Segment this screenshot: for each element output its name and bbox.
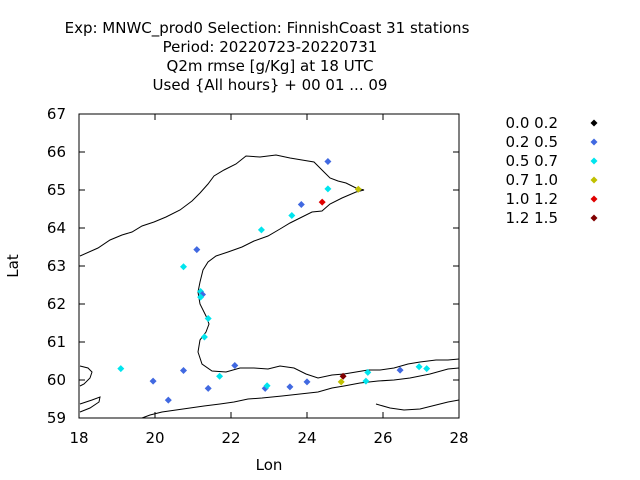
y-tick-label: 66 xyxy=(47,143,66,161)
station-point xyxy=(415,363,423,371)
station-point xyxy=(257,226,265,234)
y-tick-label: 63 xyxy=(47,257,66,275)
y-tick-label: 65 xyxy=(47,181,66,199)
x-tick-label: 28 xyxy=(449,429,468,447)
legend-label: 0.2 0.5 xyxy=(506,133,558,151)
legend-marker xyxy=(590,195,598,203)
station-point xyxy=(164,396,172,404)
plot-frame xyxy=(78,113,460,419)
station-point xyxy=(149,377,157,385)
station-point xyxy=(303,378,311,386)
x-tick-label: 24 xyxy=(297,429,316,447)
x-tick-label: 26 xyxy=(373,429,392,447)
y-tick-label: 59 xyxy=(47,409,66,427)
station-point xyxy=(216,372,224,380)
legend-label: 0.0 0.2 xyxy=(506,114,558,132)
station-point xyxy=(362,377,370,385)
station-point xyxy=(193,246,201,254)
chart-title-line-1: Exp: MNWC_prod0 Selection: FinnishCoast … xyxy=(65,19,470,38)
station-point xyxy=(318,198,326,206)
station-point xyxy=(337,378,345,386)
legend-marker xyxy=(590,176,598,184)
coastline xyxy=(79,154,460,419)
x-tick-label: 22 xyxy=(221,429,240,447)
y-tick-label: 67 xyxy=(47,105,66,123)
station-point xyxy=(263,382,271,390)
y-tick-label: 61 xyxy=(47,333,66,351)
station-point xyxy=(364,368,372,376)
legend-label: 1.2 1.5 xyxy=(506,209,558,227)
y-tick-label: 64 xyxy=(47,219,66,237)
legend-label: 1.0 1.2 xyxy=(506,190,558,208)
legend-marker xyxy=(590,214,598,222)
station-point xyxy=(339,372,347,380)
station-point xyxy=(286,383,294,391)
chart-title-line-2: Period: 20220723-20220731 xyxy=(163,38,378,56)
legend-label: 0.5 0.7 xyxy=(506,152,558,170)
station-point xyxy=(180,367,187,374)
x-tick-label: 18 xyxy=(69,429,88,447)
legend-label: 0.7 1.0 xyxy=(506,171,558,189)
station-point xyxy=(231,362,239,370)
station-point xyxy=(297,200,305,208)
chart-title-line-4: Used {All hours} + 00 01 ... 09 xyxy=(153,76,388,94)
legend-marker xyxy=(590,138,598,146)
station-point xyxy=(204,384,212,392)
station-point xyxy=(288,211,296,219)
x-tick-label: 20 xyxy=(145,429,164,447)
station-point xyxy=(324,185,332,193)
station-point xyxy=(396,366,404,374)
y-tick-label: 62 xyxy=(47,295,66,313)
chart-title-line-3: Q2m rmse [g/Kg] at 18 UTC xyxy=(167,57,374,75)
y-axis-label: Lat xyxy=(4,254,22,278)
y-tick-label: 60 xyxy=(47,371,66,389)
station-point xyxy=(204,314,212,322)
station-point xyxy=(197,293,205,301)
legend-marker xyxy=(590,119,598,127)
station-point xyxy=(324,158,332,165)
station-point xyxy=(180,263,187,271)
station-point xyxy=(354,185,362,193)
x-axis-label: Lon xyxy=(256,456,283,474)
station-point xyxy=(423,365,431,373)
legend-marker xyxy=(590,157,598,165)
station-point xyxy=(200,333,208,341)
station-point xyxy=(117,365,125,373)
